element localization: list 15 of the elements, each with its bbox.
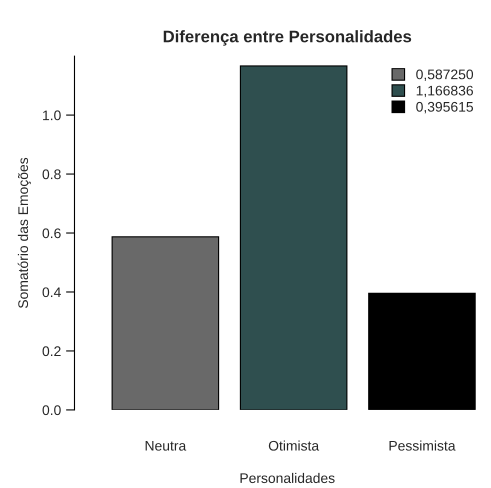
y-tick-label: 0.2 (42, 346, 61, 356)
x-tick-label: Neutra (146, 440, 186, 451)
y-tick-label: 0.4 (42, 287, 61, 298)
legend-label: 1,166836 (416, 86, 473, 98)
y-tick-label: 0.6 (42, 228, 61, 238)
y-tick-label: 1.0 (43, 110, 61, 120)
chart-title: Diferença entre Personalidades (164, 30, 412, 46)
x-tick-label: Otimista (268, 440, 320, 451)
legend-label: 0,395615 (416, 102, 474, 114)
legend-label: 0,587250 (416, 69, 474, 81)
y-tick-label: 0.8 (42, 169, 61, 180)
x-tick-label: Pessimista (390, 440, 456, 451)
y-axis-title: Somatório das Emoções (18, 158, 31, 308)
x-axis-title: Personalidades (240, 472, 335, 484)
y-tick-label: 0.0 (42, 405, 61, 416)
